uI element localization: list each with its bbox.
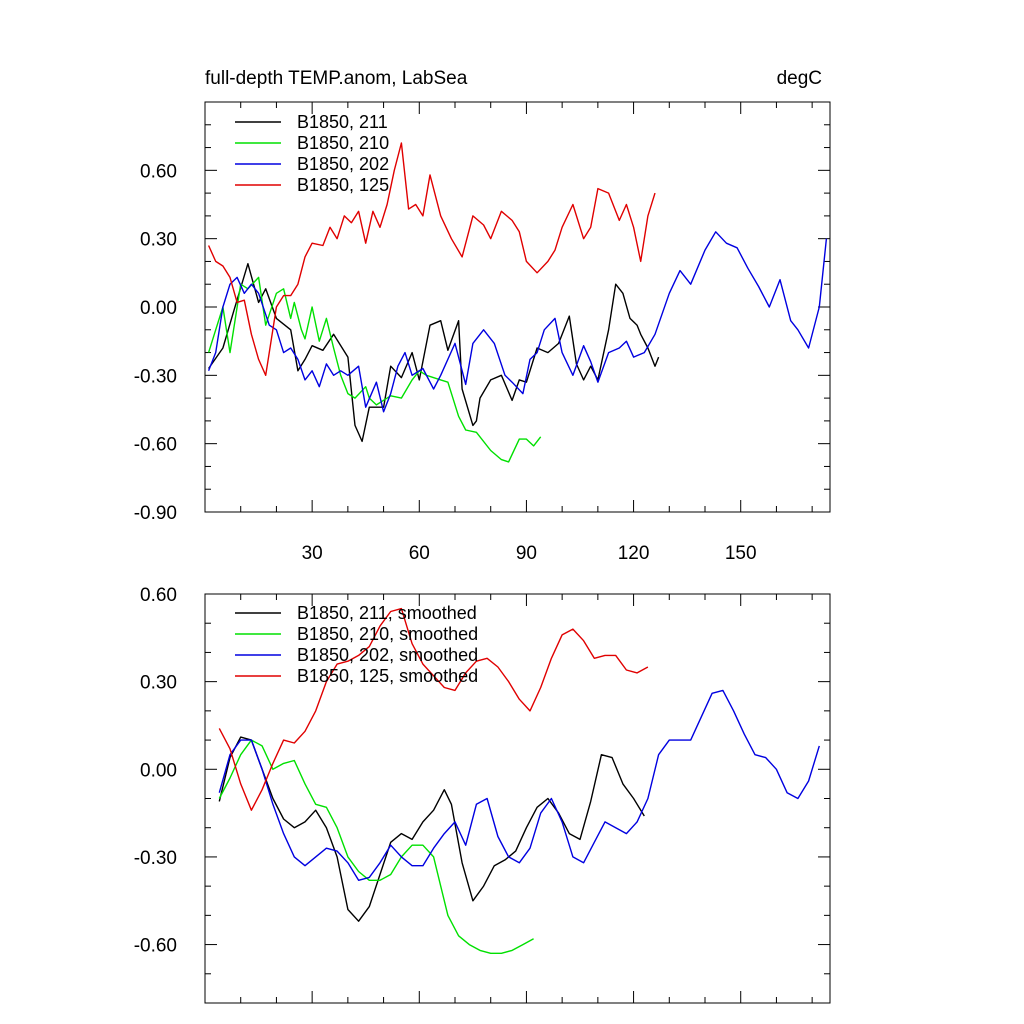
y-tick-label: 0.30: [140, 673, 177, 694]
y-tick-label: -0.30: [134, 366, 177, 387]
top-panel: -0.90 -0.60 -0.30 0.00 0.30 0.60 30 60 90 120 150 f…: [134, 68, 831, 564]
y-tick-label: -0.30: [134, 848, 177, 869]
chart-title: full-depth TEMP.anom, LabSea: [205, 68, 468, 89]
y-tick-label: 0.30: [140, 230, 177, 251]
legend-label: B1850, 202: [297, 154, 389, 174]
x-tick-label: 90: [516, 543, 537, 564]
y-tick-label: 0.60: [140, 585, 177, 606]
x-tick-label: 150: [725, 543, 757, 564]
legend-label: B1850, 211, smoothed: [297, 603, 477, 623]
legend-label: B1850, 125: [297, 175, 389, 195]
units-label: degC: [777, 68, 822, 89]
series-line-2: [218, 739, 534, 954]
legend-label: B1850, 211: [297, 112, 388, 132]
bottom-panel: -0.60 -0.30 0.00 0.30 0.60 B1850, 211, smooth…: [134, 585, 831, 1004]
series-line-4: [207, 142, 656, 376]
y-tick-label: -0.60: [134, 936, 177, 957]
y-tick-label: -0.60: [134, 435, 177, 456]
y-tick-label: 0.60: [140, 161, 177, 182]
legend-label: B1850, 202, smoothed: [297, 645, 478, 665]
series-line-3: [218, 689, 820, 881]
y-tick-label: 0.00: [140, 298, 177, 319]
x-tick-label: 120: [618, 543, 650, 564]
x-tick-label: 30: [302, 543, 323, 564]
legend-label: B1850, 210, smoothed: [297, 624, 478, 644]
legend-label: B1850, 210: [297, 133, 389, 153]
y-tick-label: -0.90: [134, 503, 177, 524]
series-line-4: [218, 607, 649, 811]
x-tick-label: 60: [409, 543, 430, 564]
y-tick-label: 0.00: [140, 760, 177, 781]
series-line-1: [208, 263, 660, 443]
legend-label: B1850, 125, smoothed: [297, 666, 478, 686]
series-line-1: [218, 736, 645, 922]
series-line-3: [207, 231, 828, 413]
